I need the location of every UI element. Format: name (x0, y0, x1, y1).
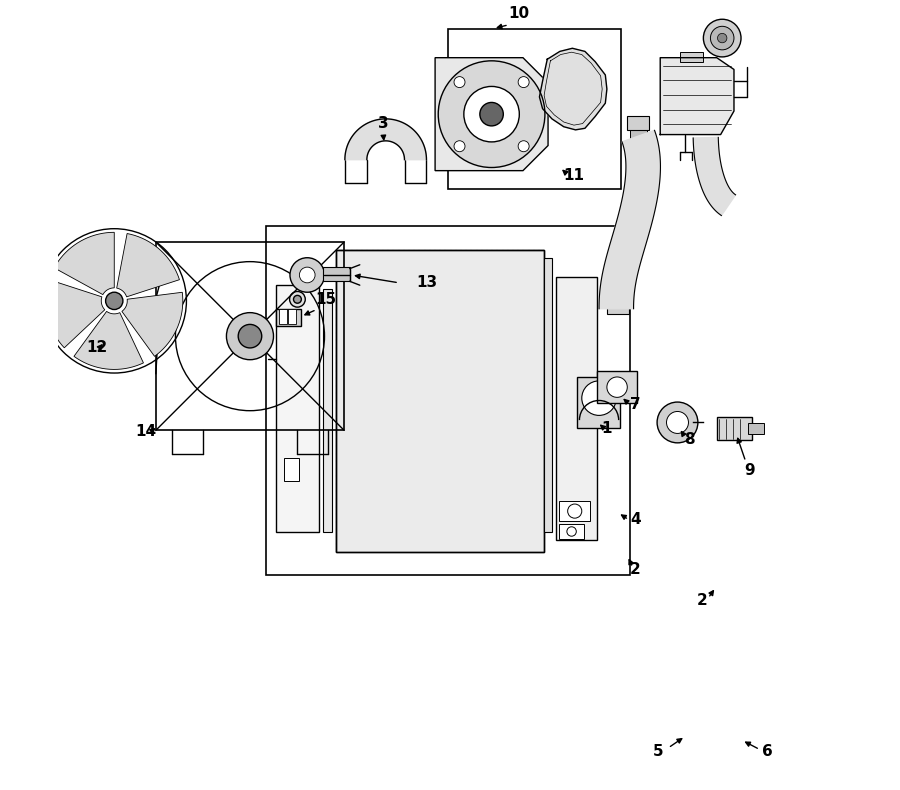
Text: 5: 5 (652, 744, 663, 759)
Bar (276, 309, 301, 326)
Bar (337, 250, 544, 552)
Circle shape (105, 292, 123, 310)
Polygon shape (693, 137, 735, 216)
Circle shape (667, 412, 688, 434)
Text: 3: 3 (378, 116, 389, 131)
Bar (279, 310, 287, 324)
Text: 2: 2 (698, 593, 708, 608)
Circle shape (704, 19, 741, 57)
Text: 12: 12 (86, 340, 108, 355)
Text: 10: 10 (508, 6, 529, 21)
Bar (156, 242, 344, 431)
Text: 4: 4 (630, 513, 641, 528)
Bar (607, 300, 629, 314)
Bar (598, 371, 636, 403)
Polygon shape (599, 130, 661, 309)
Text: 6: 6 (762, 744, 773, 759)
Circle shape (290, 292, 305, 307)
Bar (288, 310, 296, 324)
Circle shape (480, 103, 503, 126)
Bar (748, 423, 764, 434)
Circle shape (290, 258, 325, 292)
Text: 14: 14 (135, 423, 157, 438)
Circle shape (607, 377, 627, 397)
Bar (323, 289, 332, 532)
Bar (559, 525, 584, 539)
Bar (577, 377, 620, 428)
Circle shape (464, 86, 519, 142)
Polygon shape (435, 58, 548, 171)
Polygon shape (117, 234, 179, 297)
Bar (266, 227, 630, 575)
Polygon shape (122, 292, 183, 356)
Bar (276, 285, 319, 532)
Polygon shape (74, 311, 143, 370)
Bar (284, 457, 300, 481)
Text: 2: 2 (630, 562, 641, 577)
Text: 7: 7 (630, 397, 641, 412)
Polygon shape (661, 58, 734, 134)
Polygon shape (46, 280, 104, 348)
Circle shape (293, 295, 302, 303)
Circle shape (454, 141, 465, 152)
Bar (627, 116, 649, 130)
Circle shape (567, 527, 576, 536)
Circle shape (227, 313, 274, 359)
Text: 9: 9 (744, 463, 755, 478)
Bar (680, 52, 704, 62)
Text: 11: 11 (563, 168, 584, 183)
Circle shape (518, 77, 529, 88)
Bar (448, 28, 621, 190)
Circle shape (300, 267, 315, 283)
Polygon shape (539, 48, 607, 130)
Bar (716, 417, 752, 441)
Bar (323, 267, 350, 281)
Bar (544, 258, 552, 532)
Circle shape (581, 381, 616, 416)
Bar (337, 250, 544, 552)
Polygon shape (54, 232, 114, 295)
Circle shape (238, 325, 262, 348)
Polygon shape (345, 118, 427, 160)
Circle shape (710, 26, 734, 50)
Bar (556, 277, 597, 540)
Circle shape (657, 402, 698, 443)
Circle shape (518, 141, 529, 152)
Text: 13: 13 (416, 275, 437, 290)
Bar (630, 130, 647, 137)
Circle shape (568, 504, 581, 518)
Bar (559, 501, 590, 521)
Text: 1: 1 (601, 420, 612, 435)
Text: 15: 15 (316, 292, 337, 307)
Circle shape (717, 33, 727, 43)
Text: 8: 8 (684, 431, 695, 446)
Circle shape (438, 61, 544, 167)
Circle shape (454, 77, 465, 88)
